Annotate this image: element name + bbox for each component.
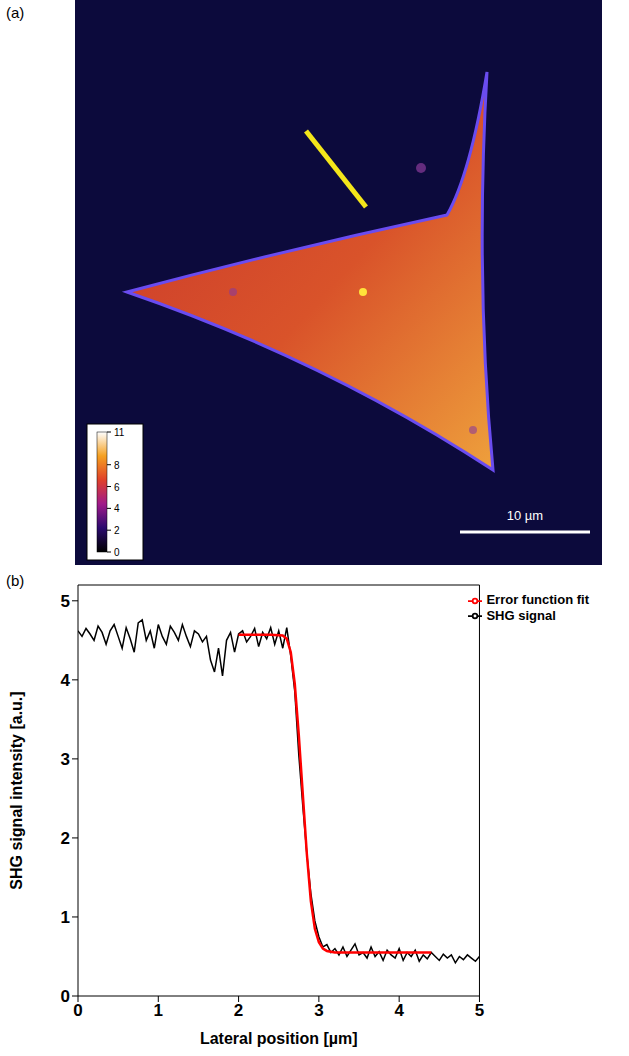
svg-text:8: 8	[114, 460, 120, 471]
svg-text:SHG signal intensity [a.u.]: SHG signal intensity [a.u.]	[8, 691, 25, 889]
svg-text:6: 6	[114, 482, 120, 493]
svg-text:0: 0	[114, 547, 120, 558]
svg-text:1: 1	[61, 908, 70, 927]
svg-text:2: 2	[61, 829, 70, 848]
html-text:Error function fit: Error function fit	[486, 592, 589, 607]
svg-text:11: 11	[114, 427, 125, 438]
svg-text:4: 4	[61, 671, 71, 690]
svg-text:3: 3	[314, 1001, 323, 1020]
svg-text:5: 5	[475, 1001, 484, 1020]
svg-text:4: 4	[114, 503, 120, 514]
svg-text:10 µm: 10 µm	[507, 508, 543, 523]
svg-text:1: 1	[154, 1001, 163, 1020]
svg-text:2: 2	[234, 1001, 243, 1020]
svg-text:5: 5	[61, 592, 70, 611]
html-text:(a): (a)	[6, 4, 25, 21]
svg-text:3: 3	[61, 750, 70, 769]
html-text:(b): (b)	[6, 572, 25, 589]
svg-text:4: 4	[394, 1001, 404, 1020]
svg-text:2: 2	[114, 525, 120, 536]
svg-text:Lateral position [µm]: Lateral position [µm]	[200, 1030, 358, 1047]
svg-text:0: 0	[73, 1001, 82, 1020]
html-text:SHG signal: SHG signal	[486, 607, 556, 623]
svg-text:0: 0	[61, 987, 70, 1006]
